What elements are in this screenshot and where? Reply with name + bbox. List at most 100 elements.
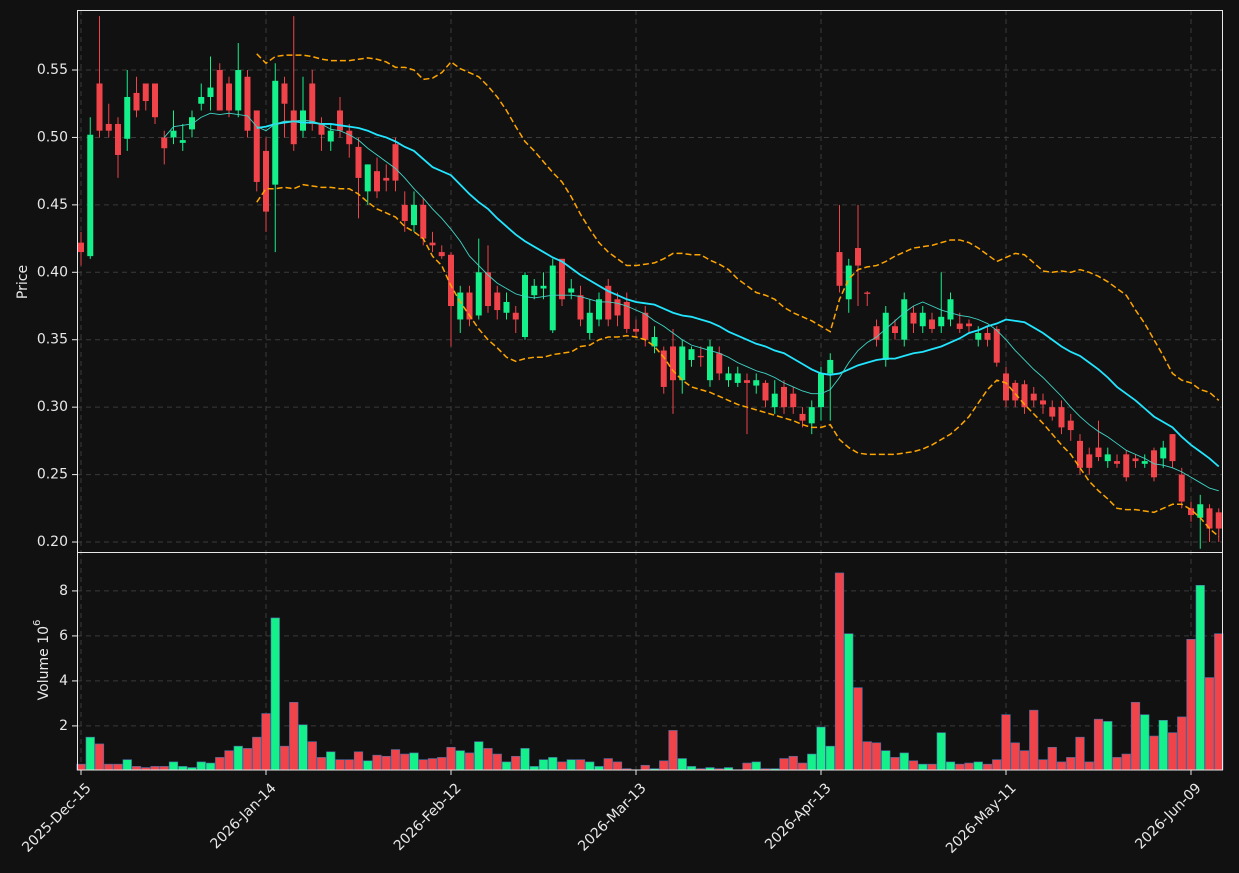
candle-body	[586, 312, 593, 333]
volume-bar	[511, 755, 521, 771]
candle-body	[87, 134, 94, 257]
candle-body	[374, 171, 380, 192]
overlay-line	[256, 183, 1220, 538]
y-tick-label: 0.45	[37, 197, 68, 213]
volume-bar	[779, 758, 789, 771]
candle-body	[781, 386, 787, 408]
volume-bar	[1103, 721, 1113, 771]
candle-body	[670, 346, 676, 381]
volume-bar	[242, 748, 253, 771]
candle-body	[642, 312, 649, 340]
candle-body	[1040, 400, 1046, 405]
volume-bar	[1075, 736, 1085, 771]
candle-body	[938, 316, 945, 327]
volume-bar	[1158, 719, 1168, 771]
candle-body	[327, 130, 334, 142]
volume-bar	[834, 572, 845, 771]
volume-bar	[326, 751, 336, 771]
price-axis-label: Price	[15, 265, 31, 299]
volume-bar	[1186, 638, 1196, 771]
candle-body	[281, 83, 288, 104]
candle-body	[253, 110, 260, 182]
candle-body	[799, 413, 806, 421]
volume-bar	[418, 759, 428, 771]
volume-bar	[205, 762, 216, 771]
volume-bar	[668, 730, 678, 771]
candle-body	[522, 274, 528, 338]
volume-bar	[501, 761, 512, 771]
volume-bar	[150, 766, 160, 771]
volume-bar	[94, 743, 105, 771]
candle-body	[1169, 434, 1176, 462]
candle-body	[549, 265, 556, 331]
candle-body	[984, 332, 991, 340]
volume-bar	[1001, 714, 1011, 771]
candle-body	[216, 70, 223, 111]
overlay-line	[256, 120, 1220, 468]
volume-bar	[1140, 714, 1150, 771]
candle-body	[919, 312, 926, 327]
volume-bar	[1112, 757, 1122, 771]
candle-body	[892, 326, 898, 333]
candle-body	[568, 288, 575, 293]
candle-body	[707, 346, 713, 381]
volume-bar	[955, 763, 965, 771]
candle-body	[392, 144, 399, 181]
volume-bar	[483, 748, 493, 771]
candle-body	[438, 252, 445, 257]
candle-body	[161, 137, 168, 149]
volume-bar	[677, 758, 687, 771]
candle-body	[226, 83, 232, 111]
volume-bar	[538, 759, 549, 771]
volume-bar	[492, 753, 502, 771]
volume-bar	[1047, 746, 1057, 771]
volume-bar	[1066, 757, 1076, 771]
candle-body	[1132, 458, 1139, 462]
candle-body	[1030, 393, 1037, 401]
candle-body	[966, 323, 972, 327]
volume-bar	[557, 761, 567, 771]
candle-body	[300, 110, 306, 131]
volume-bar	[233, 745, 243, 771]
volume-bar	[964, 762, 974, 771]
candle-body	[540, 285, 547, 289]
volume-bar	[871, 742, 882, 771]
candle-body	[96, 83, 103, 131]
candle-body	[1104, 454, 1111, 462]
volume-bar	[1038, 759, 1048, 771]
candle-body	[1049, 407, 1056, 417]
candle-body	[596, 299, 602, 320]
volume-bar	[224, 750, 234, 771]
candle-body	[420, 204, 427, 239]
volume-bar	[279, 745, 290, 771]
volume-bar	[881, 750, 891, 771]
candle-body	[207, 87, 214, 97]
candle-body	[1141, 461, 1148, 464]
candle-body	[411, 204, 417, 226]
volume-bar	[409, 752, 419, 771]
candle-body	[124, 96, 131, 139]
y-tick-label: 0.35	[37, 332, 68, 348]
volume-bar	[381, 755, 391, 771]
volume-bar	[400, 753, 410, 771]
volume-bar	[289, 701, 299, 771]
volume-bar	[751, 761, 761, 771]
volume-bar	[742, 762, 752, 771]
candle-body	[836, 252, 843, 286]
volume-bar	[788, 755, 798, 771]
candle-body	[1003, 373, 1009, 401]
candle-body	[355, 146, 362, 178]
candle-body	[189, 117, 195, 130]
candle-body	[697, 355, 704, 358]
candle-body	[855, 248, 861, 266]
volume-layer	[76, 572, 1224, 771]
volume-bar	[196, 761, 206, 771]
candle-body	[993, 328, 1000, 363]
candle-body	[1123, 454, 1130, 478]
volume-scale-base: 10	[36, 626, 52, 644]
candle-body	[947, 299, 954, 320]
candle-body	[956, 323, 963, 329]
candle-body	[115, 123, 121, 155]
candle-body	[475, 272, 482, 316]
overlay-line	[256, 53, 1220, 401]
